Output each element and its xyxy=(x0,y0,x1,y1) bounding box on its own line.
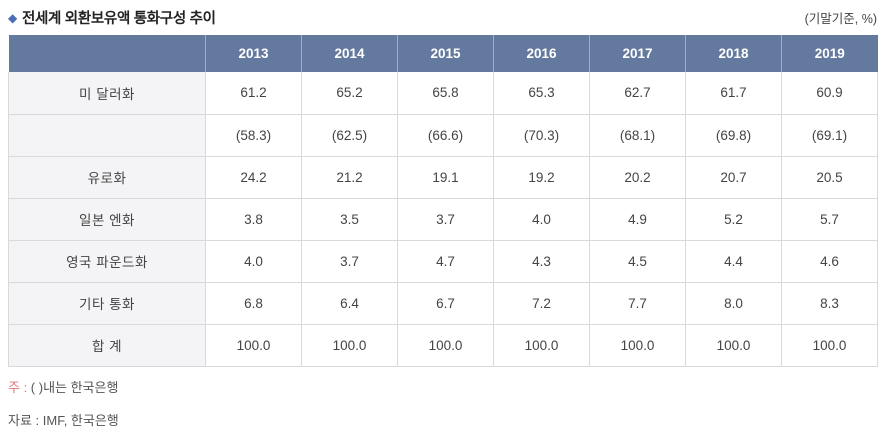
year-header-cell: 2016 xyxy=(493,35,590,72)
value-cell: 4.6 xyxy=(781,239,878,283)
value-cell: 20.2 xyxy=(589,155,686,199)
value-cell: 4.0 xyxy=(493,197,590,241)
year-header-cell: 2015 xyxy=(397,35,494,72)
table-row: 유로화 24.2 21.2 19.1 19.2 20.2 20.7 20.5 xyxy=(8,155,878,199)
value-cell: 4.3 xyxy=(493,239,590,283)
value-cell: 100.0 xyxy=(301,323,398,367)
footnotes: 주 : ( )내는 한국은행 자료 : IMF, 한국은행 xyxy=(8,381,877,427)
row-label-cell xyxy=(8,113,206,157)
year-header-cell: 2013 xyxy=(205,35,302,72)
value-cell: 21.2 xyxy=(301,155,398,199)
value-cell: 100.0 xyxy=(685,323,782,367)
value-cell: 8.3 xyxy=(781,281,878,325)
row-label-cell: 미 달러화 xyxy=(8,72,206,115)
value-cell: (66.6) xyxy=(397,113,494,157)
page-title-text: 전세계 외환보유액 통화구성 추이 xyxy=(21,11,216,27)
table-header-row: 2013 2014 2015 2016 2017 2018 2019 xyxy=(8,35,878,72)
value-cell: 6.7 xyxy=(397,281,494,325)
value-cell: 20.5 xyxy=(781,155,878,199)
value-cell: 3.7 xyxy=(301,239,398,283)
value-cell: 24.2 xyxy=(205,155,302,199)
value-cell: 4.5 xyxy=(589,239,686,283)
value-cell: (69.1) xyxy=(781,113,878,157)
value-cell: 6.8 xyxy=(205,281,302,325)
value-cell: 4.7 xyxy=(397,239,494,283)
row-label-cell: 영국 파운드화 xyxy=(8,239,206,283)
unit-label: (기말기준, %) xyxy=(804,12,877,26)
value-cell: (69.8) xyxy=(685,113,782,157)
row-label-cell: 유로화 xyxy=(8,155,206,199)
year-header-cell: 2018 xyxy=(685,35,782,72)
value-cell: (68.1) xyxy=(589,113,686,157)
value-cell: 65.8 xyxy=(397,72,494,115)
table-row: 영국 파운드화 4.0 3.7 4.7 4.3 4.5 4.4 4.6 xyxy=(8,239,878,283)
table-row: (58.3) (62.5) (66.6) (70.3) (68.1) (69.8) (69.… xyxy=(8,113,878,157)
value-cell: 19.2 xyxy=(493,155,590,199)
value-cell: 19.1 xyxy=(397,155,494,199)
value-cell: 62.7 xyxy=(589,72,686,115)
value-cell: 8.0 xyxy=(685,281,782,325)
value-cell: 65.3 xyxy=(493,72,590,115)
value-cell: 3.7 xyxy=(397,197,494,241)
fx-reserve-currency-table: 2013 2014 2015 2016 2017 2018 2019 미 달러화 61.2 65… xyxy=(8,35,878,367)
footnote: 주 : ( )내는 한국은행 xyxy=(8,381,877,394)
value-cell: 7.2 xyxy=(493,281,590,325)
page-title: ◆ 전세계 외환보유액 통화구성 추이 xyxy=(8,7,216,28)
report-page: ◆ 전세계 외환보유액 통화구성 추이 (기말기준, %) 2013 2014 201… xyxy=(8,7,878,427)
diamond-bullet-icon: ◆ xyxy=(8,11,17,25)
value-cell: 3.8 xyxy=(205,197,302,241)
value-cell: 100.0 xyxy=(205,323,302,367)
value-cell: 65.2 xyxy=(301,72,398,115)
value-cell: 3.5 xyxy=(301,197,398,241)
year-header-cell: 2014 xyxy=(301,35,398,72)
value-cell: 4.4 xyxy=(685,239,782,283)
value-cell: 61.2 xyxy=(205,72,302,115)
source-note: 자료 : IMF, 한국은행 xyxy=(8,412,119,428)
year-header-cell: 2019 xyxy=(781,35,878,72)
value-cell: 4.9 xyxy=(589,197,686,241)
table-row: 미 달러화 61.2 65.2 65.8 65.3 62.7 61.7 60.9 xyxy=(8,72,878,115)
table-row: 일본 엔화 3.8 3.5 3.7 4.0 4.9 5.2 5.7 xyxy=(8,197,878,241)
row-label-cell: 기타 통화 xyxy=(8,281,206,325)
value-cell: 100.0 xyxy=(493,323,590,367)
corner-header-cell xyxy=(8,35,206,72)
value-cell: 4.0 xyxy=(205,239,302,283)
row-label-cell: 합 계 xyxy=(8,323,206,367)
footnote-label: 주 : xyxy=(8,379,28,395)
value-cell: 5.2 xyxy=(685,197,782,241)
row-label-cell: 일본 엔화 xyxy=(8,197,206,241)
table-row: 기타 통화 6.8 6.4 6.7 7.2 7.7 8.0 8.3 xyxy=(8,281,878,325)
value-cell: (62.5) xyxy=(301,113,398,157)
value-cell: 60.9 xyxy=(781,72,878,115)
value-cell: 100.0 xyxy=(397,323,494,367)
table-row: 합 계 100.0 100.0 100.0 100.0 100.0 100.0 100.0 xyxy=(8,323,878,367)
value-cell: 7.7 xyxy=(589,281,686,325)
value-cell: 100.0 xyxy=(781,323,878,367)
value-cell: 20.7 xyxy=(685,155,782,199)
footnote-body: ( )내는 한국은행 xyxy=(27,379,119,395)
value-cell: 6.4 xyxy=(301,281,398,325)
value-cell: 5.7 xyxy=(781,197,878,241)
title-row: ◆ 전세계 외환보유액 통화구성 추이 (기말기준, %) xyxy=(8,7,877,35)
table-body: 미 달러화 61.2 65.2 65.8 65.3 62.7 61.7 60.9 (58.3)(… xyxy=(8,72,878,367)
value-cell: (58.3) xyxy=(205,113,302,157)
value-cell: 61.7 xyxy=(685,72,782,115)
year-header-cell: 2017 xyxy=(589,35,686,72)
value-cell: (70.3) xyxy=(493,113,590,157)
value-cell: 100.0 xyxy=(589,323,686,367)
